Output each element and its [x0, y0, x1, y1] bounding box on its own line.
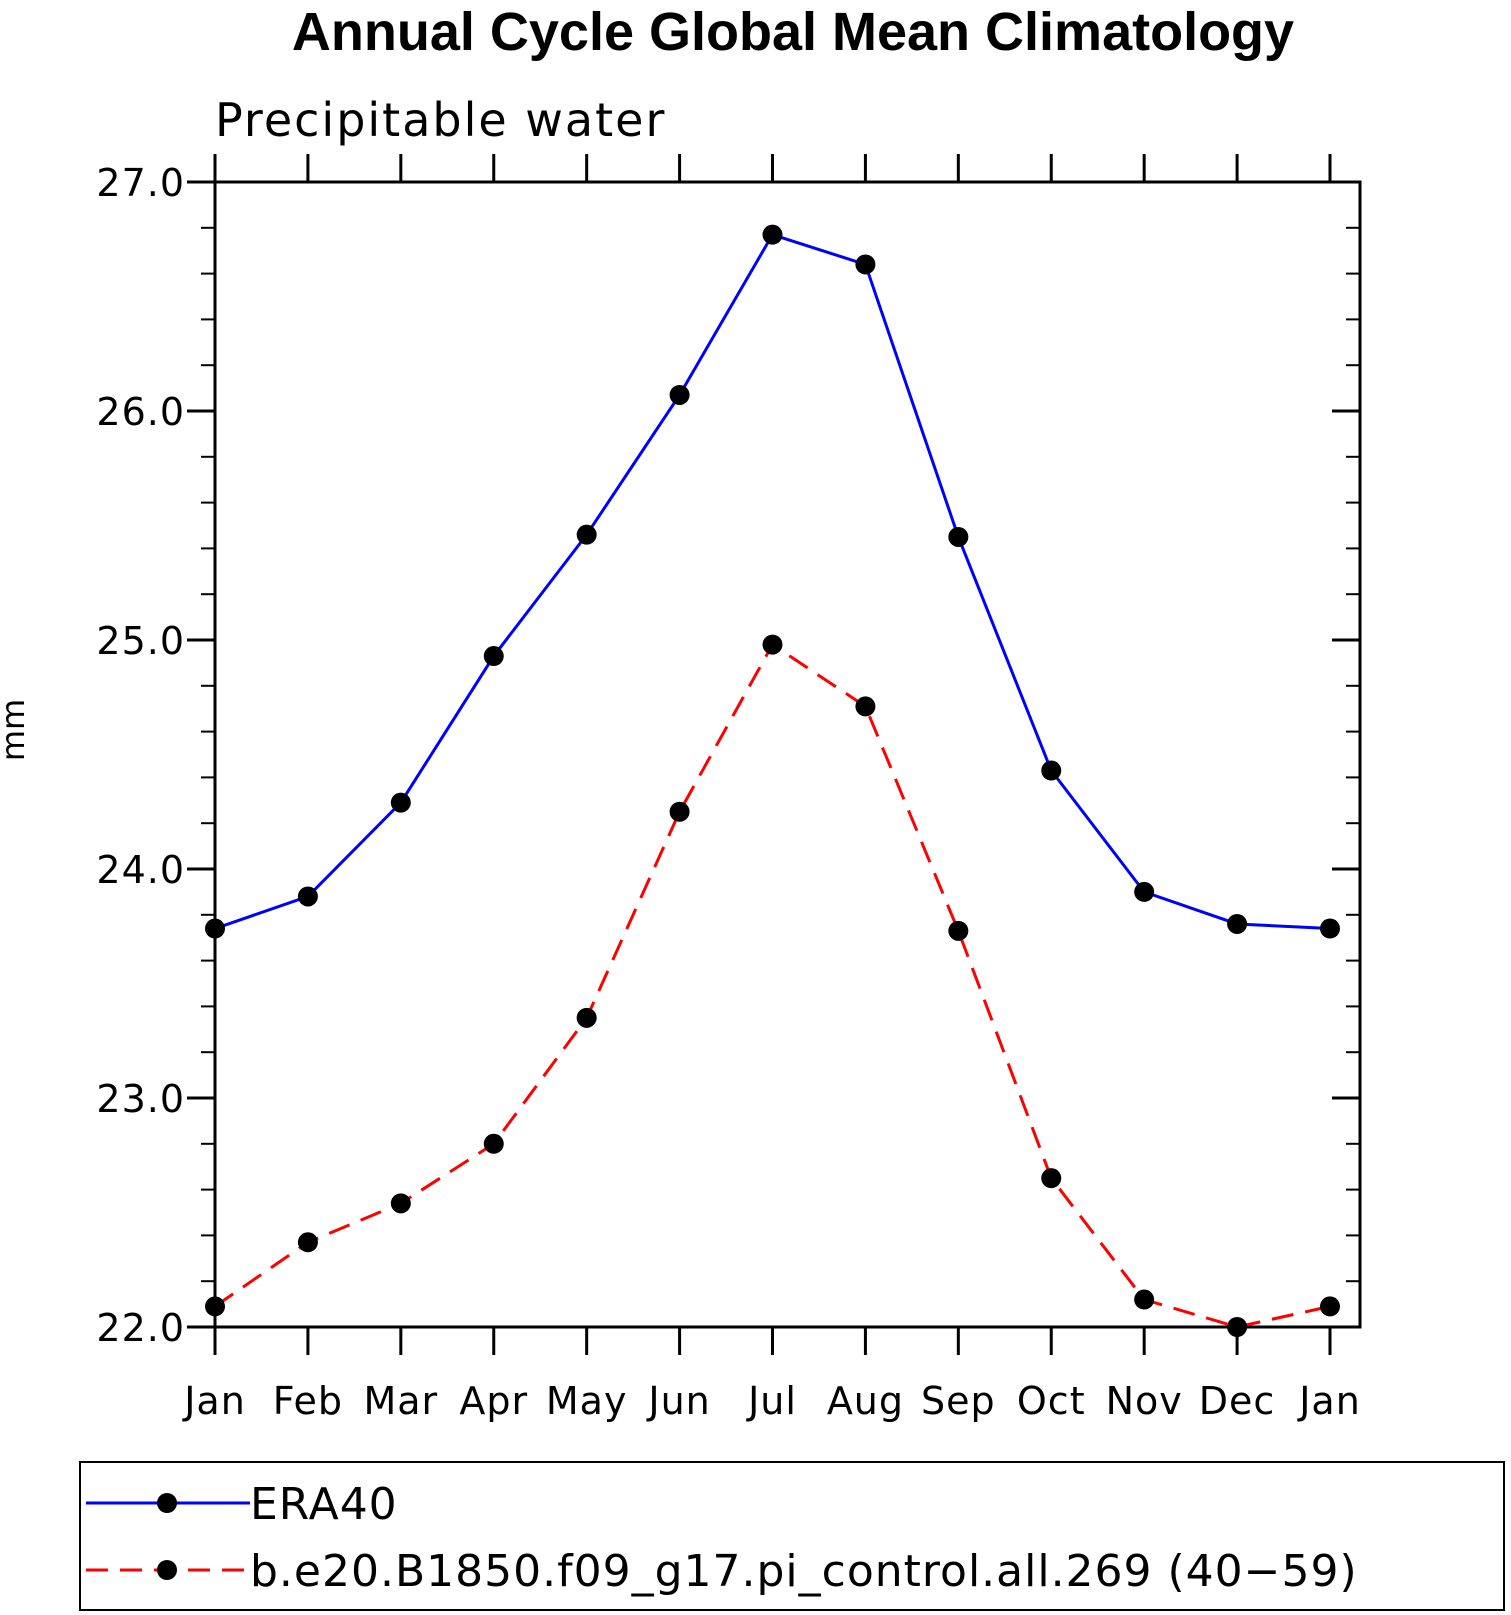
x-tick-label-6: Jul [746, 1379, 797, 1423]
series-0-point-7 [855, 254, 876, 275]
x-tick-label-11: Dec [1199, 1379, 1276, 1423]
x-tick-label-9: Oct [1017, 1379, 1086, 1423]
legend-item-era40: ERA40 [86, 1479, 398, 1530]
y-tick-label-0: 22.0 [96, 1306, 185, 1350]
x-tick-label-10: Nov [1106, 1379, 1183, 1423]
series-1-point-1 [297, 1232, 318, 1253]
x-tick-label-3: Apr [459, 1379, 528, 1423]
legend-label-era40: ERA40 [250, 1479, 398, 1530]
series-0-point-6 [762, 224, 783, 245]
series-1-point-7 [855, 696, 876, 717]
y-tick-label-4: 26.0 [96, 390, 185, 434]
series-0-point-11 [1227, 913, 1248, 934]
legend-label-model: b.e20.B1850.f09_g17.pi_control.all.269 (… [250, 1546, 1358, 1597]
series-markers [205, 224, 1340, 1337]
series-1-point-0 [205, 1296, 225, 1317]
y-axis-label: mm [0, 699, 32, 761]
series-1-point-4 [576, 1007, 597, 1028]
x-tick-label-5: Jun [646, 1379, 710, 1423]
chart-title: Annual Cycle Global Mean Climatology [292, 2, 1294, 62]
chart-subtitle: Precipitable water [215, 93, 666, 147]
series-1-point-2 [390, 1193, 411, 1214]
series-0-point-0 [205, 918, 225, 939]
series-0-point-2 [390, 792, 411, 813]
x-tick-label-1: Feb [273, 1379, 343, 1423]
series-line-1 [214, 642, 1331, 1329]
x-tick-label-0: Jan [182, 1379, 246, 1423]
series-line-0 [214, 232, 1331, 931]
y-tick-label-3: 25.0 [96, 619, 185, 663]
x-tick-label-8: Sep [921, 1379, 996, 1423]
x-tick-label-2: Mar [363, 1379, 438, 1423]
series-0-point-10 [1134, 881, 1155, 902]
series-1-point-6 [762, 634, 783, 655]
series-0-point-3 [483, 646, 504, 667]
series-lines [214, 232, 1331, 1329]
series-0-point-9 [1041, 760, 1062, 781]
y-tick-label-5: 27.0 [96, 161, 185, 205]
y-tick-labels: 22.0 23.0 24.0 25.0 26.0 27.0 [96, 161, 185, 1350]
axis-ticks [187, 154, 1360, 1355]
series-1-point-10 [1134, 1289, 1155, 1310]
plot-frame [213, 180, 1362, 1329]
series-0-point-4 [576, 524, 597, 545]
y-tick-label-1: 23.0 [96, 1077, 185, 1121]
series-0-point-8 [948, 526, 969, 547]
series-1-point-9 [1041, 1168, 1062, 1189]
series-1-point-5 [669, 801, 690, 822]
y-tick-label-2: 24.0 [96, 848, 185, 892]
series-0-point-5 [669, 384, 690, 405]
legend-marker-era40 [157, 1493, 177, 1513]
series-1-point-8 [948, 920, 969, 941]
series-1-point-11 [1227, 1317, 1248, 1337]
legend-item-model: b.e20.B1850.f09_g17.pi_control.all.269 (… [86, 1546, 1358, 1597]
series-0-point-12 [1320, 918, 1340, 939]
series-1-point-12 [1320, 1296, 1340, 1317]
x-tick-label-4: May [546, 1379, 628, 1423]
series-1-point-3 [483, 1133, 504, 1154]
x-tick-label-12: Jan [1297, 1379, 1361, 1423]
x-tick-label-7: Aug [827, 1379, 904, 1423]
legend-box [79, 1461, 1505, 1611]
legend-marker-model [157, 1560, 177, 1580]
x-tick-labels: Jan Feb Mar Apr May Jun Jul Aug Sep Oct Nov Dec Jan [182, 1379, 1361, 1423]
series-0-point-1 [297, 886, 318, 907]
